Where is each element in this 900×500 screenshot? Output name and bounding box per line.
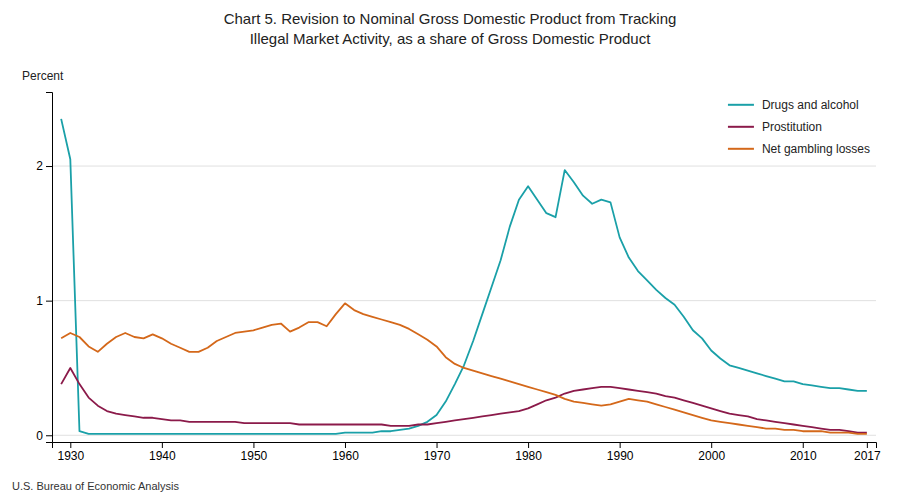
tick-label: 2010 xyxy=(790,449,817,463)
tick-mark xyxy=(162,442,163,448)
tick: 2 xyxy=(36,159,52,173)
tick-label: 1990 xyxy=(607,449,634,463)
tick-label: 0 xyxy=(36,429,43,443)
legend-label: Prostitution xyxy=(762,120,822,134)
line xyxy=(61,303,867,434)
legend: Drugs and alcohol Prostitution Net gamblin… xyxy=(728,98,870,156)
tick-label: 2 xyxy=(36,159,43,173)
tick: 1970 xyxy=(424,442,451,463)
axis-domain xyxy=(46,93,53,443)
tick: 1940 xyxy=(149,442,176,463)
legend-item: Net gambling losses xyxy=(728,142,870,156)
axis-domain xyxy=(53,443,877,449)
title-line: Illegal Market Activity, as a share of G… xyxy=(250,30,652,47)
tick-mark xyxy=(803,442,804,448)
tick-mark xyxy=(46,435,52,436)
tick: 1960 xyxy=(332,442,359,463)
tick: 2010 xyxy=(790,442,817,463)
tick-mark xyxy=(867,442,868,448)
series-group xyxy=(61,119,867,434)
tick-label: 2000 xyxy=(698,449,725,463)
legend-item: Drugs and alcohol xyxy=(728,98,859,112)
tick-label: 1960 xyxy=(332,449,359,463)
legend-swatch xyxy=(728,148,754,150)
chart: Chart 5. Revision to Nominal Gross Domes… xyxy=(0,0,900,500)
tick-label: 1940 xyxy=(149,449,176,463)
legend-swatch xyxy=(728,126,754,128)
tick-mark xyxy=(345,442,346,448)
tick-label: 2017 xyxy=(854,449,881,463)
grid-line xyxy=(52,300,876,301)
footnote: U.S. Bureau of Economic Analysis xyxy=(12,480,179,492)
title: Chart 5. Revision to Nominal Gross Domes… xyxy=(224,10,677,47)
tick: 1 xyxy=(36,294,52,308)
tick: 0 xyxy=(36,429,52,443)
title-line: Chart 5. Revision to Nominal Gross Domes… xyxy=(224,10,677,27)
tick-label: 1980 xyxy=(515,449,542,463)
tick: 1930 xyxy=(57,442,84,463)
y-axis-label: Percent xyxy=(22,69,64,83)
tick-mark xyxy=(620,442,621,448)
tick-mark xyxy=(46,301,52,302)
tick: 1980 xyxy=(515,442,542,463)
tick-label: 1 xyxy=(36,294,43,308)
legend-label: Net gambling losses xyxy=(762,142,870,156)
legend-item: Prostitution xyxy=(728,120,822,134)
line xyxy=(61,368,867,433)
tick-label: 1930 xyxy=(57,449,84,463)
tick-mark xyxy=(70,442,71,448)
grid-line xyxy=(52,435,876,436)
y-axis: 0 1 2 xyxy=(36,93,52,443)
grid xyxy=(52,166,876,435)
tick-label: 1970 xyxy=(424,449,451,463)
legend-swatch xyxy=(728,104,754,106)
tick-mark xyxy=(437,442,438,448)
tick-mark xyxy=(528,442,529,448)
tick: 1990 xyxy=(607,442,634,463)
tick: 2000 xyxy=(698,442,725,463)
tick: 1950 xyxy=(241,442,268,463)
tick-mark xyxy=(46,166,52,167)
tick-mark xyxy=(711,442,712,448)
line xyxy=(61,119,867,434)
x-axis: 1930 1940 1950 1960 1970 1980 1990 2000 2010 2017 xyxy=(53,442,882,463)
tick-mark xyxy=(253,442,254,448)
tick: 2017 xyxy=(854,442,881,463)
legend-label: Drugs and alcohol xyxy=(762,98,859,112)
tick-label: 1950 xyxy=(241,449,268,463)
grid-line xyxy=(52,166,876,167)
plot: 1930 1940 1950 1960 1970 1980 1990 2000 2010 2017… xyxy=(36,93,881,463)
